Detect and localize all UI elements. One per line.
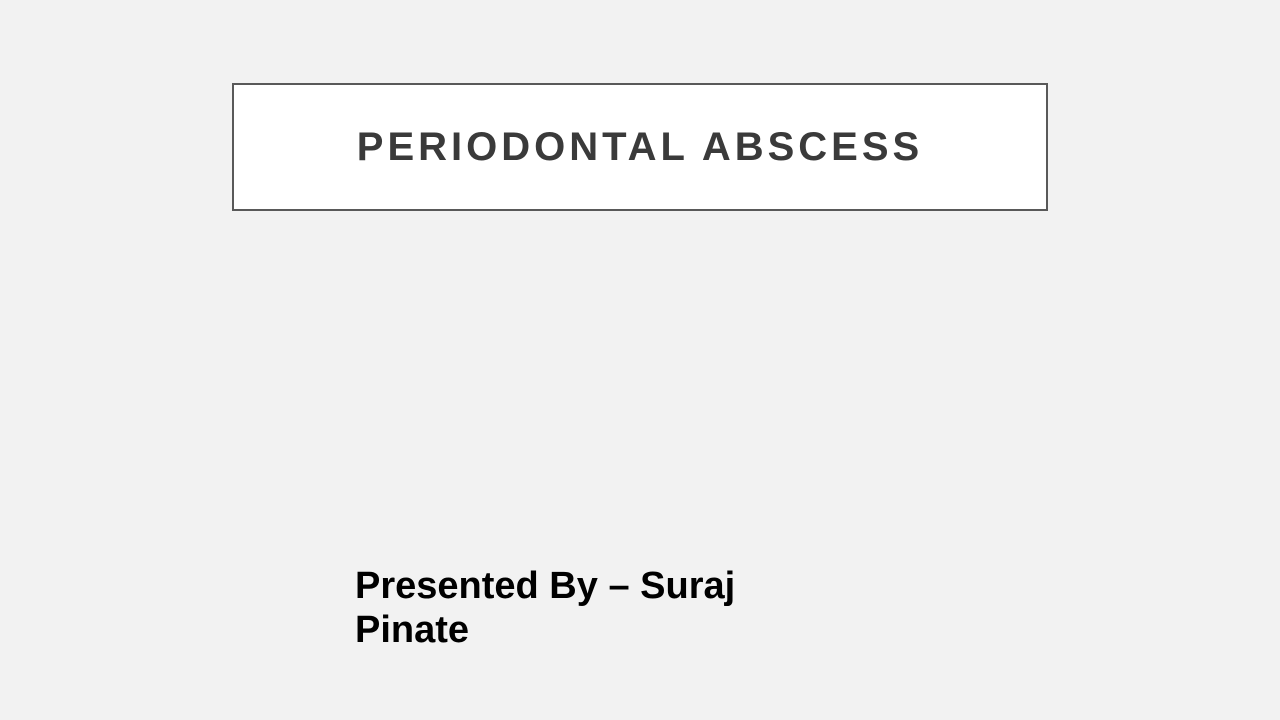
slide-title: PERIODONTAL ABSCESS (357, 125, 923, 170)
presenter-info: Presented By – Suraj Pinate (355, 565, 855, 652)
title-box: PERIODONTAL ABSCESS (232, 83, 1048, 211)
